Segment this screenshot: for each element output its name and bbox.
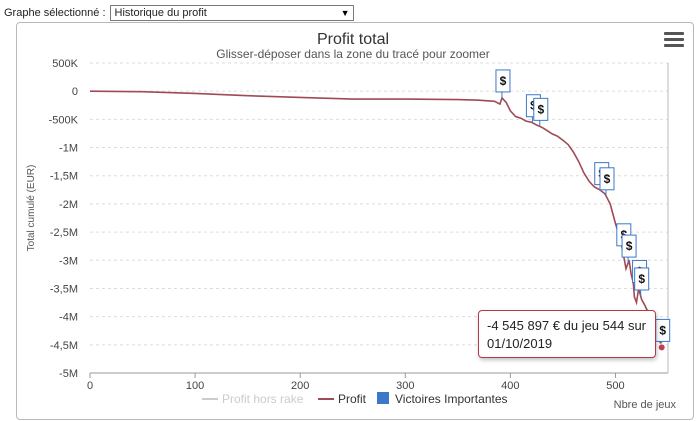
x-axis-label: Nbre de jeux <box>614 399 677 411</box>
big-win-flag <box>533 97 549 121</box>
y-tick-label: -3M <box>59 255 78 267</box>
graph-selector-value: Historique du profit <box>114 7 207 19</box>
x-tick-label: 500 <box>606 380 624 392</box>
big-win-flag <box>621 234 637 258</box>
graph-selector-bar: Graphe sélectionné : Historique du profi… <box>4 4 354 22</box>
big-win-flag <box>634 267 650 291</box>
big-win-flag <box>599 167 615 191</box>
y-axis-label: Total cumulé (EUR) <box>26 165 37 252</box>
y-tick-label: 0 <box>72 86 78 98</box>
graph-selector-label: Graphe sélectionné : <box>4 7 106 19</box>
big-win-flag-label: $ <box>659 323 666 337</box>
y-tick-label: -3,5M <box>50 283 78 295</box>
y-tick-label: 500K <box>52 58 78 70</box>
x-tick-label: 300 <box>396 380 414 392</box>
y-tick-label: -2,5M <box>50 227 78 239</box>
dropdown-arrow-icon: ▼ <box>340 8 350 18</box>
last-point-marker <box>657 343 666 352</box>
big-win-flag-label: $ <box>626 239 633 253</box>
y-tick-label: -1,5M <box>50 171 78 183</box>
chart-menu-icon[interactable] <box>664 32 684 48</box>
x-tick-label: 200 <box>291 380 309 392</box>
graph-selector-dropdown[interactable]: Historique du profit ▼ <box>109 5 354 21</box>
y-tick-label: -5M <box>59 368 78 380</box>
profit-series-line <box>89 90 663 348</box>
big-win-flag-label: $ <box>638 272 645 286</box>
big-win-flag-label: $ <box>500 74 507 88</box>
x-tick-label: 400 <box>501 380 519 392</box>
big-win-flag-label: $ <box>537 102 544 116</box>
legend-item-profit[interactable]: Profit <box>338 392 367 406</box>
y-tick-label: -1M <box>59 143 78 155</box>
y-tick-label: -4,5M <box>50 340 78 352</box>
chart-subtitle: Glisser-déposer dans la zone du tracé po… <box>216 47 489 61</box>
big-win-flag <box>495 69 511 93</box>
x-tick-label: 100 <box>186 380 204 392</box>
y-tick-label: -500K <box>49 114 79 126</box>
chart-tooltip: -4 545 897 € du jeu 544 sur 01/10/2019 <box>478 310 656 358</box>
legend-symbol-victoires <box>377 392 389 404</box>
legend-item-profit-hors-rake[interactable]: Profit hors rake <box>222 392 304 406</box>
x-tick-label: 0 <box>87 380 93 392</box>
y-tick-label: -2M <box>59 199 78 211</box>
legend-item-victoires-importantes[interactable]: Victoires Importantes <box>395 392 508 406</box>
big-win-flag-label: $ <box>604 172 611 186</box>
chart-title: Profit total <box>317 31 389 48</box>
y-tick-label: -4M <box>59 312 78 324</box>
